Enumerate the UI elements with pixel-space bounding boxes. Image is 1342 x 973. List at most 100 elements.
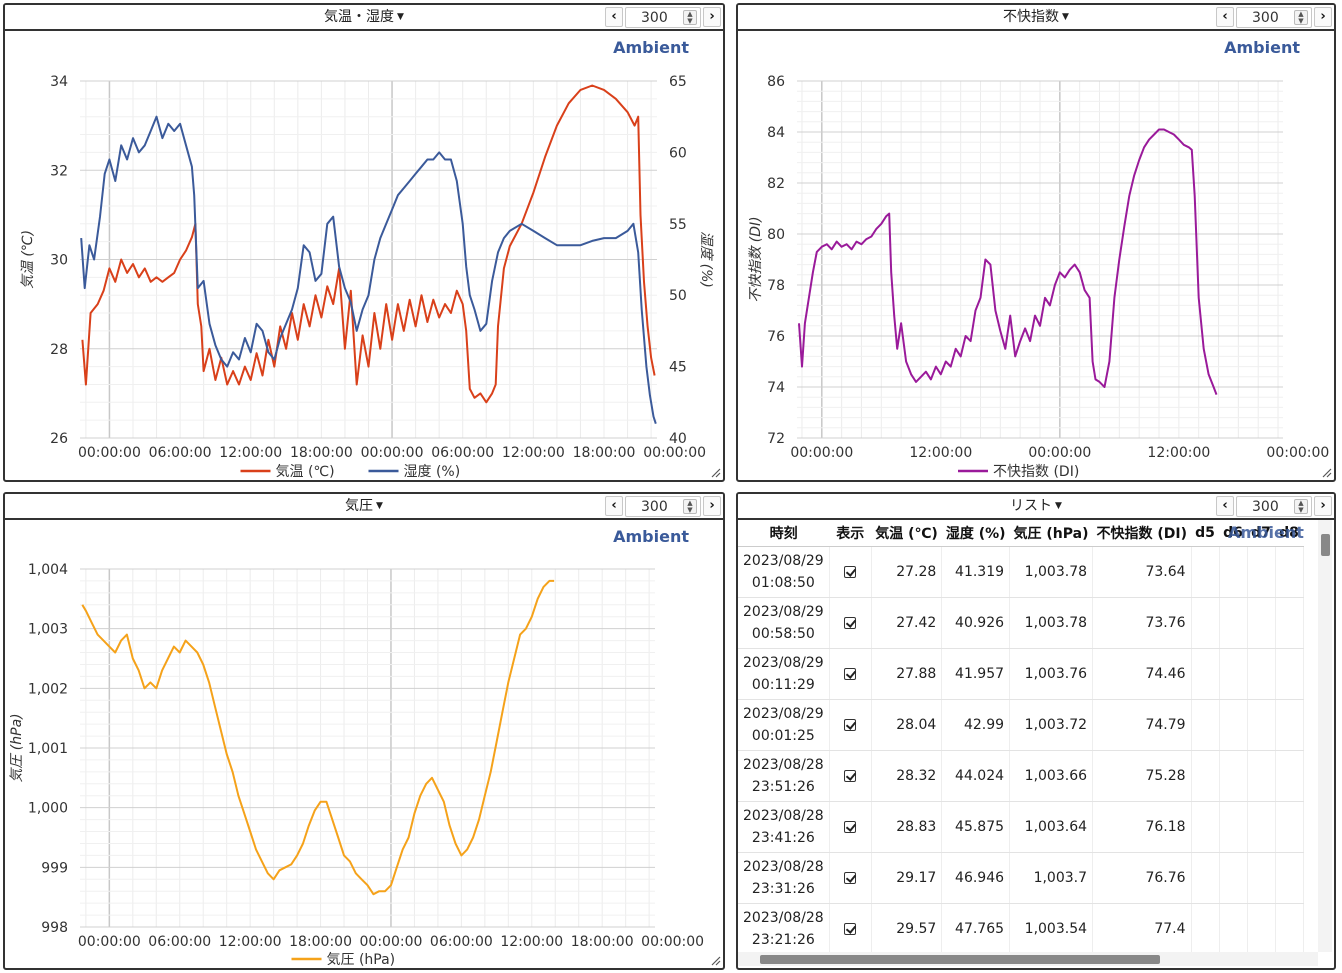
table-viewport[interactable]: 時刻 表示 気温 (℃) 湿度 (%) 気圧 (hPa) 不快指数 (DI) d5 d6 d7 d… [738, 520, 1334, 968]
column-header[interactable]: d7 [1247, 520, 1276, 547]
y-tick-label: 1,002 [28, 681, 68, 697]
panel-header: 不快指数 ▼ ‹ 300 ▲ ▼ › [738, 5, 1334, 31]
display-checkbox[interactable] [844, 769, 857, 782]
column-header[interactable]: 気温 (℃) [871, 520, 942, 547]
cell-d5 [1191, 903, 1220, 955]
cell-pressure: 1,003.7 [1009, 852, 1094, 904]
cell-pressure: 1,003.78 [1009, 546, 1094, 598]
y-tick-label: 30 [50, 253, 68, 269]
display-checkbox[interactable] [844, 922, 857, 935]
count-input[interactable]: 300 ▲ ▼ [625, 6, 701, 28]
prev-button[interactable]: ‹ [1216, 496, 1234, 516]
panel-title-dropdown[interactable]: 不快指数 ▼ [738, 5, 1334, 29]
x-tick-label: 12:00:00 [500, 934, 563, 950]
legend-label: 不快指数 (DI) [993, 464, 1079, 480]
pager: ‹ 300 ▲ ▼ › [1216, 495, 1332, 517]
cell-d5 [1191, 852, 1220, 904]
table-row[interactable]: 2023/08/29 00:01:25 28.04 42.99 1,003.72 74.7… [738, 699, 1304, 751]
column-header[interactable]: 気圧 (hPa) [1009, 520, 1093, 547]
cell-temp: 27.42 [871, 597, 943, 649]
column-header[interactable]: d6 [1219, 520, 1248, 547]
display-checkbox[interactable] [844, 871, 857, 884]
spinner-icon[interactable]: ▲ ▼ [683, 9, 697, 25]
column-header[interactable]: 不快指数 (DI) [1092, 520, 1192, 547]
panel-title-dropdown[interactable]: リスト ▼ [738, 494, 1334, 518]
table-row[interactable]: 2023/08/28 23:51:26 28.32 44.024 1,003.66 75.… [738, 750, 1304, 802]
resize-grip-icon[interactable] [711, 956, 721, 966]
prev-button[interactable]: ‹ [605, 7, 623, 27]
cell-d7 [1247, 801, 1276, 853]
vertical-scrollbar-thumb[interactable] [1321, 534, 1330, 556]
cell-temp: 29.17 [871, 852, 943, 904]
prev-button[interactable]: ‹ [1216, 7, 1234, 27]
next-button[interactable]: › [703, 496, 721, 516]
cell-d6 [1219, 801, 1248, 853]
display-checkbox[interactable] [844, 616, 857, 629]
y-tick-label: 76 [767, 329, 785, 345]
cell-di: 73.64 [1092, 546, 1192, 598]
ambient-logo: Ambient [613, 38, 689, 57]
cell-d5 [1191, 699, 1220, 751]
count-input[interactable]: 300 ▲ ▼ [625, 495, 701, 517]
series-line [81, 84, 656, 404]
next-button[interactable]: › [1314, 7, 1332, 27]
cell-pressure: 1,003.76 [1009, 648, 1094, 700]
display-checkbox[interactable] [844, 565, 857, 578]
resize-grip-icon[interactable] [711, 468, 721, 478]
cell-di: 74.46 [1092, 648, 1192, 700]
next-button[interactable]: › [703, 7, 721, 27]
cell-di: 75.28 [1092, 750, 1192, 802]
horizontal-scrollbar[interactable] [738, 952, 1318, 966]
spinner-icon[interactable]: ▲ ▼ [1294, 498, 1308, 514]
y-right-tick-label: 40 [669, 431, 687, 447]
legend-label: 気圧 (hPa) [327, 952, 396, 968]
y-tick-label: 84 [767, 125, 785, 141]
table-row[interactable]: 2023/08/28 23:31:26 29.17 46.946 1,003.7 76.7… [738, 852, 1304, 904]
y-tick-label: 1,004 [28, 562, 68, 578]
next-button[interactable]: › [1314, 496, 1332, 516]
cell-d8 [1275, 903, 1304, 955]
cell-d8 [1275, 750, 1304, 802]
x-tick-label: 00:00:00 [1028, 445, 1091, 461]
column-header[interactable]: d5 [1191, 520, 1220, 547]
prev-button[interactable]: ‹ [605, 496, 623, 516]
horizontal-scrollbar-thumb[interactable] [760, 955, 1160, 964]
pager: ‹ 300 ▲ ▼ › [1216, 6, 1332, 28]
x-tick-label: 00:00:00 [360, 934, 423, 950]
table-row[interactable]: 2023/08/28 23:41:26 28.83 45.875 1,003.64 76.… [738, 801, 1304, 853]
table-row[interactable]: 2023/08/29 01:08:50 27.28 41.319 1,003.78 73.… [738, 546, 1304, 598]
cell-date-text: 2023/08/28 [743, 909, 824, 926]
column-header[interactable]: d8 [1275, 520, 1304, 547]
column-header[interactable]: 湿度 (%) [941, 520, 1010, 547]
display-checkbox[interactable] [844, 667, 857, 680]
panel-title-text: リスト [1010, 498, 1053, 514]
cell-time-text: 00:58:50 [751, 625, 815, 642]
count-input[interactable]: 300 ▲ ▼ [1236, 6, 1312, 28]
panel-title-dropdown[interactable]: 気温・湿度 ▼ [5, 5, 723, 29]
cell-d8 [1275, 699, 1304, 751]
panel-title-dropdown[interactable]: 気圧 ▼ [5, 494, 723, 518]
count-input[interactable]: 300 ▲ ▼ [1236, 495, 1312, 517]
cell-temp: 27.88 [871, 648, 943, 700]
grid [797, 80, 1283, 439]
x-tick-label: 00:00:00 [78, 445, 141, 461]
x-tick-label: 00:00:00 [643, 445, 706, 461]
y-right-tick-label: 45 [669, 360, 687, 376]
column-header[interactable]: 時刻 [738, 520, 830, 547]
resize-grip-icon[interactable] [1322, 468, 1332, 478]
cell-humidity: 41.319 [941, 546, 1011, 598]
x-tick-label: 12:00:00 [1147, 445, 1210, 461]
display-checkbox[interactable] [844, 718, 857, 731]
spinner-icon[interactable]: ▲ ▼ [1294, 9, 1308, 25]
vertical-scrollbar[interactable] [1318, 520, 1332, 952]
x-tick-label: 18:00:00 [290, 445, 353, 461]
column-header[interactable]: 表示 [829, 520, 872, 547]
cell-time-text: 23:21:26 [751, 931, 815, 948]
display-checkbox[interactable] [844, 820, 857, 833]
table-row[interactable]: 2023/08/29 00:58:50 27.42 40.926 1,003.78 73.… [738, 597, 1304, 649]
y-tick-label: 1,000 [28, 801, 68, 817]
x-tick-label: 06:00:00 [148, 934, 211, 950]
spinner-icon[interactable]: ▲ ▼ [683, 498, 697, 514]
table-row[interactable]: 2023/08/28 23:21:26 29.57 47.765 1,003.54 77.… [738, 903, 1304, 955]
table-row[interactable]: 2023/08/29 00:11:29 27.88 41.957 1,003.76 74.… [738, 648, 1304, 700]
